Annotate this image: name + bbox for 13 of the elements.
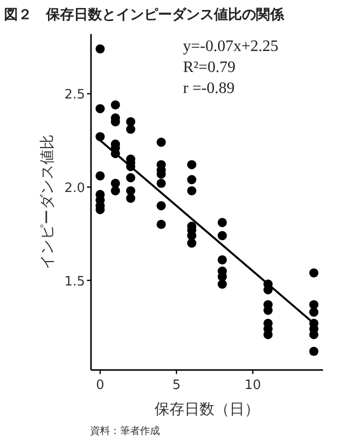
chart-title: 図２ 保存日数とインピーダンス値比の関係 — [4, 7, 285, 23]
x-axis-title: 保存日数（日） — [154, 400, 260, 418]
y-tick-label: 1.5 — [64, 274, 85, 290]
annotation: y=-0.07x+2.25 — [183, 38, 278, 55]
x-tick-label: 10 — [244, 378, 262, 393]
x-tick-label: 0 — [96, 378, 104, 393]
annotation: r =-0.89 — [183, 80, 235, 97]
x-tick-label: 5 — [172, 378, 181, 393]
y-axis-title: インピーダンス値比 — [38, 134, 56, 270]
text: 資料：筆者作成 — [90, 425, 160, 437]
y-tick-label: 2.5 — [64, 88, 85, 103]
annotation: R²=0.79 — [183, 59, 236, 76]
y-tick-label: 2.0 — [64, 181, 85, 196]
